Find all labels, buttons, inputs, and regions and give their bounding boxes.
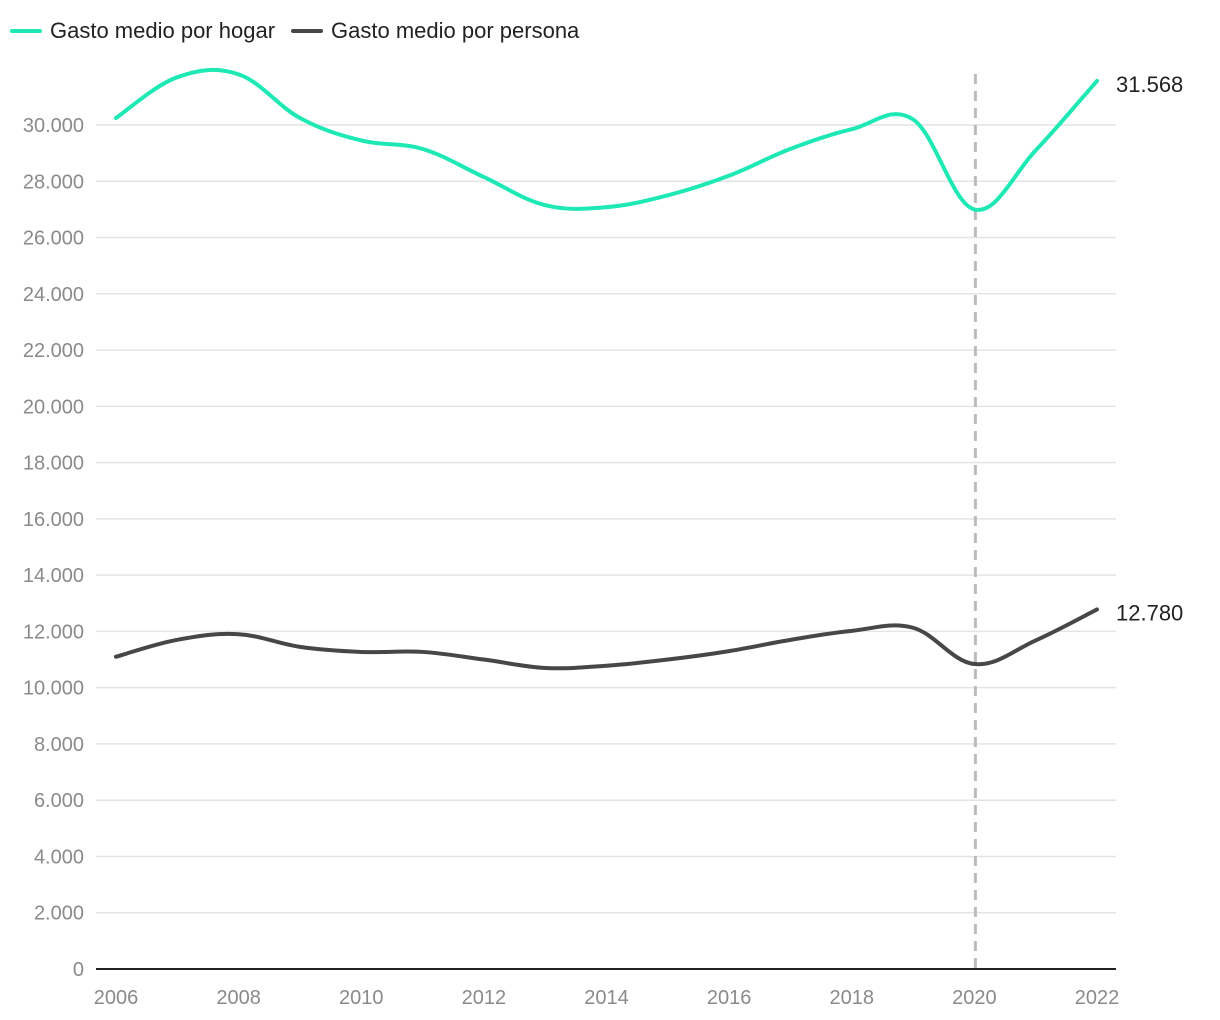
legend-swatch-hogar	[10, 29, 42, 33]
legend-item-hogar[interactable]: Gasto medio por hogar	[10, 18, 275, 44]
x-tick-label: 2006	[94, 987, 139, 1009]
y-tick-label: 6.000	[34, 790, 84, 812]
y-tick-label: 4.000	[34, 846, 84, 868]
legend-label-persona: Gasto medio por persona	[331, 18, 580, 43]
x-tick-label: 2018	[830, 987, 875, 1009]
y-tick-label: 30.000	[23, 115, 84, 137]
y-tick-label: 10.000	[23, 678, 84, 700]
series-group	[114, 67, 1099, 671]
y-tick-label: 26.000	[23, 228, 84, 250]
x-tick-label: 2016	[707, 987, 752, 1009]
x-tick-label: 2020	[952, 987, 997, 1009]
legend-swatch-persona	[291, 29, 324, 33]
y-tick-label: 20.000	[23, 396, 84, 418]
y-tick-label: 18.000	[23, 453, 84, 475]
legend: Gasto medio por hogar Gasto medio por pe…	[10, 18, 595, 44]
x-axis: 2006 2008 2010 2012 2014 2016 2018 2020 2022	[94, 968, 1120, 1009]
legend-label-hogar: Gasto medio por hogar	[50, 18, 276, 43]
y-tick-label: 14.000	[23, 565, 84, 587]
end-value-label: 12.780	[1116, 600, 1183, 625]
y-tick-label: 8.000	[34, 734, 84, 756]
series-line-hogar[interactable]	[114, 67, 1099, 212]
x-tick-label: 2012	[462, 987, 507, 1009]
x-tick-label: 2022	[1075, 987, 1120, 1009]
y-axis: 0 2.000 4.000 6.000 8.000 10.000 12.000 14.000 1…	[23, 115, 84, 981]
y-tick-label: 16.000	[23, 509, 84, 531]
y-tick-label: 12.000	[23, 621, 84, 643]
x-tick-label: 2010	[339, 987, 384, 1009]
gridlines	[96, 124, 1116, 914]
x-tick-label: 2008	[216, 987, 261, 1009]
legend-item-persona[interactable]: Gasto medio por persona	[291, 18, 579, 44]
end-labels: 31.568 12.780	[1116, 72, 1183, 626]
y-tick-label: 28.000	[23, 171, 84, 193]
y-tick-label: 22.000	[23, 340, 84, 362]
y-tick-label: 0	[73, 959, 84, 981]
x-tick-label: 2014	[584, 987, 629, 1009]
series-line-persona[interactable]	[114, 607, 1099, 671]
y-tick-label: 24.000	[23, 284, 84, 306]
end-value-label: 31.568	[1116, 72, 1183, 97]
y-tick-label: 2.000	[34, 903, 84, 925]
